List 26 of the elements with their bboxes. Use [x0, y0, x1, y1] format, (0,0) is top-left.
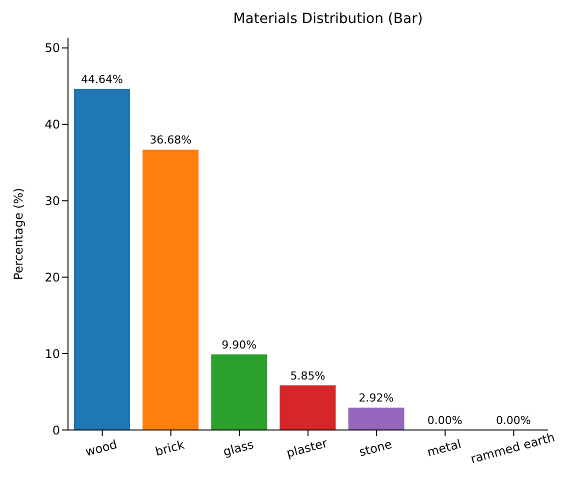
x-tick-label: stone — [358, 437, 394, 460]
data-label: 36.68% — [150, 134, 192, 147]
x-tick-label: glass — [222, 437, 256, 459]
bar — [142, 150, 199, 430]
x-tick-label: metal — [426, 436, 463, 460]
y-tick-label: 20 — [44, 270, 60, 284]
y-axis-title: Percentage (%) — [11, 188, 26, 280]
y-tick-label: 10 — [44, 346, 60, 361]
bar — [348, 408, 404, 430]
data-label: 44.64% — [81, 72, 123, 86]
data-label: 2.92% — [358, 392, 394, 405]
y-tick-label: 50 — [44, 41, 60, 56]
y-tick-label: 40 — [44, 118, 60, 132]
data-label: 0.00% — [427, 414, 462, 427]
y-tick-label: 30 — [44, 194, 60, 208]
data-label: 0.00% — [496, 414, 531, 427]
x-tick-label: wood — [84, 437, 119, 460]
bar — [211, 354, 268, 430]
chart-title: Materials Distribution (Bar) — [232, 10, 424, 29]
data-label: 5.85% — [290, 369, 326, 382]
y-tick-label: 0 — [52, 423, 60, 438]
x-tick-label: brick — [154, 438, 186, 459]
bar — [74, 88, 130, 430]
bar — [280, 385, 336, 430]
x-tick-label: plaster — [285, 436, 329, 460]
data-label: 9.90% — [222, 338, 257, 352]
